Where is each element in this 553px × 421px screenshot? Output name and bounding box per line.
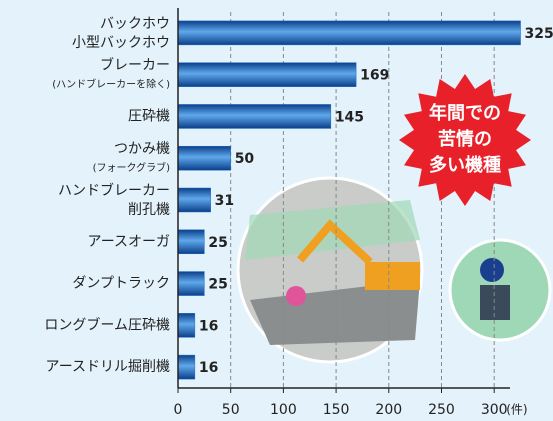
y-tick-label: アースオーガ xyxy=(88,234,170,250)
value-label: 16 xyxy=(199,318,218,334)
value-label: 31 xyxy=(215,193,234,209)
value-label: 169 xyxy=(360,68,389,84)
x-tick-label: 0 xyxy=(174,402,183,418)
x-tick-label: 50 xyxy=(222,402,240,418)
x-tick-label: 150 xyxy=(323,402,350,418)
y-tick-label: ダンプトラック xyxy=(72,276,170,292)
value-label: 145 xyxy=(335,109,364,125)
chart: 0 50 100 150 200 250 300(件) 325 バックホウ小型バックホウ 169 ブ… xyxy=(0,0,553,421)
annotation: 苦情の xyxy=(438,128,492,150)
y-tick-label: つかみ機 xyxy=(114,141,170,157)
bar xyxy=(178,230,204,254)
value-label: 50 xyxy=(235,151,255,167)
y-tick-label: (フォークグラブ) xyxy=(93,161,171,174)
y-tick-label: ブレーカー xyxy=(100,57,170,74)
value-label: 325 xyxy=(525,26,553,42)
bar xyxy=(178,63,356,87)
value-label: 16 xyxy=(199,360,218,376)
y-tick-label: 削孔機 xyxy=(128,202,170,218)
bar xyxy=(178,21,521,45)
y-tick-label: 圧砕機 xyxy=(128,108,170,124)
annotation: 年間での xyxy=(429,102,501,124)
x-tick-label: 200 xyxy=(375,402,402,418)
bar xyxy=(178,355,195,379)
bar xyxy=(178,313,195,337)
x-tick-label: 100 xyxy=(270,402,297,418)
y-tick-label: 小型バックホウ xyxy=(72,35,170,51)
x-tick-label: 250 xyxy=(428,402,455,418)
annotation: 多い機種 xyxy=(429,154,501,176)
bar xyxy=(178,188,211,212)
x-tick-label: 300 xyxy=(481,402,508,418)
y-tick-label: アースドリル掘削機 xyxy=(46,359,170,375)
bar xyxy=(178,104,331,128)
y-tick-label: ロングブーム圧砕機 xyxy=(44,316,170,333)
bar xyxy=(178,146,231,170)
y-tick-label: バックホウ xyxy=(100,16,170,32)
y-tick-label: (ハンドブレーカーを除く) xyxy=(52,78,170,91)
value-label: 25 xyxy=(208,277,227,293)
bar xyxy=(178,272,204,296)
x-unit: (件) xyxy=(506,403,527,417)
value-label: 25 xyxy=(208,235,227,251)
y-tick-label: ハンドブレーカー xyxy=(58,182,170,199)
